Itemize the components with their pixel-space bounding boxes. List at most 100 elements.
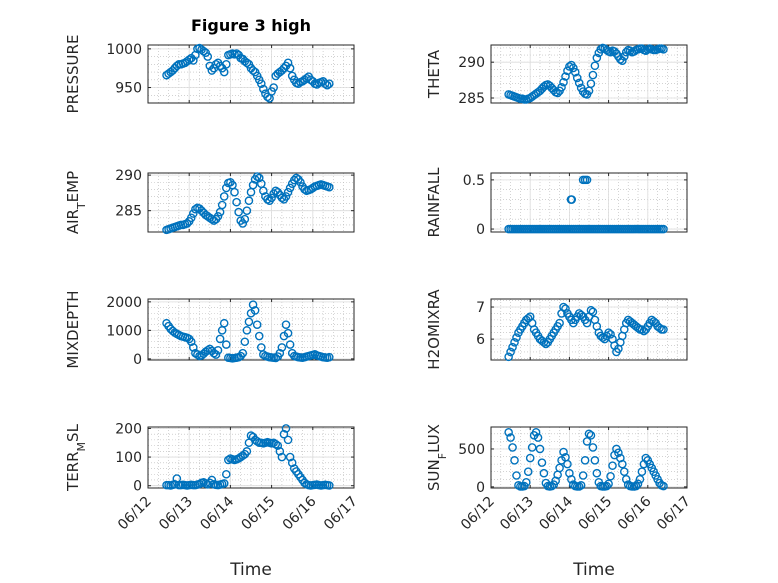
y-axis-label: H2OMIXRA: [425, 289, 443, 370]
data-point: [596, 44, 606, 54]
data-point: [537, 458, 547, 467]
data-point: [242, 206, 252, 215]
data-point: [533, 433, 543, 442]
data-point: [281, 320, 291, 329]
y-tick-label: 200: [115, 421, 142, 437]
data-point: [592, 53, 602, 63]
data-point: [527, 443, 537, 452]
subplot-5: 6 7 H2OMIXRA: [425, 289, 688, 370]
data-point: [277, 343, 287, 352]
data-point: [621, 47, 631, 57]
data-point: [191, 204, 200, 214]
data-point: [608, 461, 617, 470]
data-point: [606, 471, 615, 481]
y-tick-label: 290: [458, 55, 485, 71]
data-point: [189, 56, 198, 65]
data-point: [619, 52, 629, 61]
data-point: [324, 182, 334, 192]
data-point: [248, 180, 258, 190]
data-point: [659, 325, 668, 334]
data-point: [512, 471, 521, 480]
subplot-4: 0 1000 2000 MIXDEPTH: [64, 290, 355, 369]
data-point: [279, 63, 289, 73]
data-point: [238, 348, 248, 358]
data-point: [598, 333, 608, 342]
data-point: [250, 306, 260, 315]
data-point: [263, 195, 272, 204]
data-point: [213, 346, 223, 355]
data-point: [219, 318, 229, 328]
data-point: [199, 46, 208, 56]
data-point: [582, 175, 592, 185]
data-point: [506, 347, 515, 357]
data-point: [619, 467, 629, 477]
data-point: [569, 63, 578, 73]
data-point: [631, 481, 641, 491]
data-point: [186, 213, 196, 223]
data-point: [504, 352, 513, 362]
data-point: [555, 463, 564, 473]
y-axis-label: MIXDEPTH: [64, 290, 82, 368]
data-point: [586, 431, 596, 440]
data-point: [588, 443, 598, 452]
y-axis-label: TERRMSL: [64, 423, 88, 492]
data-point: [193, 350, 202, 359]
data-point: [221, 60, 231, 69]
data-point: [221, 340, 231, 349]
data-point: [578, 471, 588, 480]
data-point: [213, 212, 223, 221]
figure-title: Figure 3 high: [191, 16, 311, 35]
data-point: [248, 66, 258, 75]
data-point: [275, 348, 285, 358]
data-point: [296, 177, 305, 187]
data-point: [211, 60, 221, 69]
data-point: [259, 186, 268, 196]
data-point: [263, 92, 272, 102]
axes-box: [147, 44, 355, 104]
data-point: [259, 84, 268, 94]
data-point: [224, 455, 233, 465]
data-point: [248, 300, 258, 310]
data-point: [521, 478, 531, 487]
data-point: [567, 195, 577, 204]
y-tick-label: 285: [458, 91, 485, 107]
data-point: [205, 61, 215, 71]
data-point: [279, 429, 289, 439]
data-point: [574, 78, 584, 88]
data-point: [285, 183, 295, 193]
axes-box: [490, 44, 688, 104]
axes-box: [147, 298, 355, 361]
data-point: [300, 185, 309, 194]
data-point: [655, 323, 664, 333]
data-point: [322, 80, 332, 90]
data-point: [219, 67, 229, 77]
data-point: [504, 428, 513, 437]
data-point: [267, 193, 276, 203]
data-point: [508, 443, 517, 452]
data-point: [561, 304, 570, 313]
subplot-1: 285 290 THETA: [425, 43, 688, 107]
data-point: [254, 331, 264, 341]
data-point: [539, 468, 549, 478]
data-point: [590, 61, 600, 71]
axes-box: [490, 298, 688, 361]
y-axis-label: RAINFALL: [425, 167, 443, 238]
data-point: [232, 197, 241, 207]
data-point: [207, 66, 217, 75]
y-axis-label: AIRTEMP: [64, 171, 88, 234]
subplot-3: 0 0.5 RAINFALL: [425, 167, 688, 238]
y-tick-label: 285: [115, 204, 142, 220]
y-tick-label: 1000: [106, 42, 142, 58]
data-point: [275, 447, 285, 456]
data-point: [580, 456, 590, 465]
data-point: [588, 307, 598, 317]
data-point: [252, 172, 262, 181]
data-point: [592, 468, 602, 478]
y-tick-label: 500: [458, 442, 485, 458]
data-point: [244, 317, 254, 327]
data-point: [586, 79, 596, 88]
data-point: [207, 475, 217, 485]
data-point: [234, 207, 243, 217]
